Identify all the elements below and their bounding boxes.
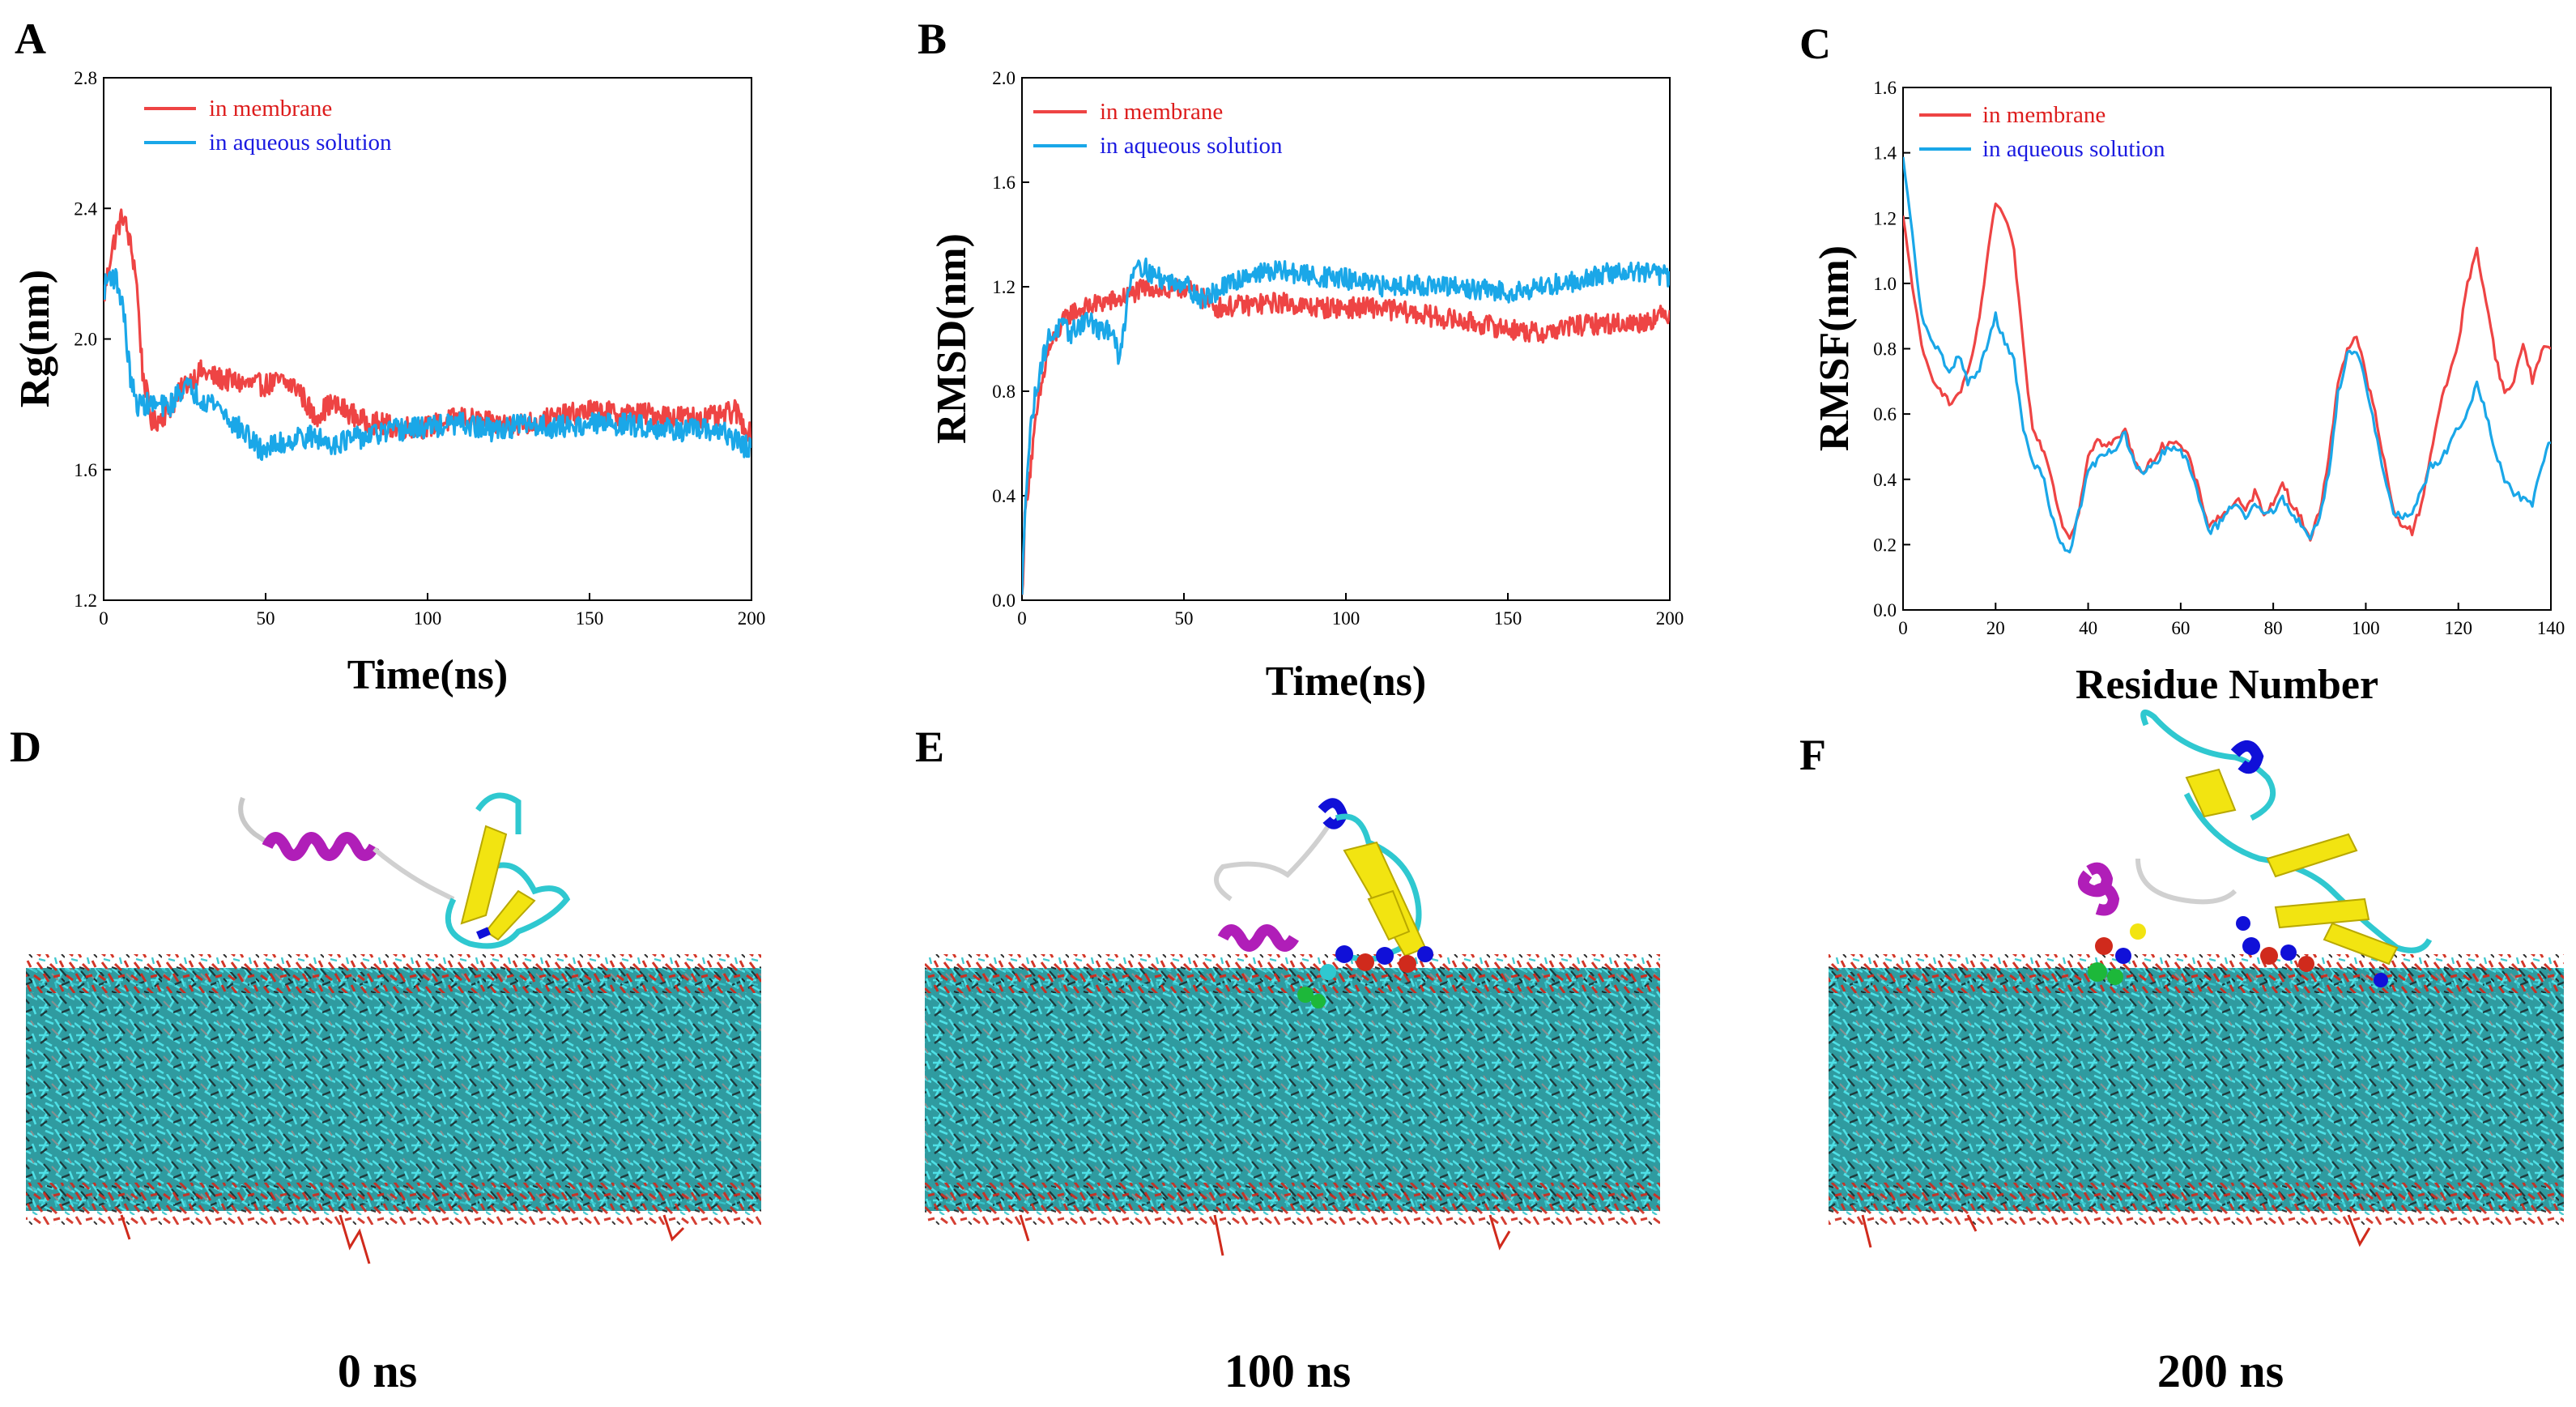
- x-axis-title: Time(ns): [1266, 659, 1426, 705]
- plot-frame: [1902, 87, 2552, 611]
- x-tick-label: 60: [2171, 618, 2190, 638]
- series-line-in-membrane: [1022, 278, 1670, 595]
- x-tick-label: 50: [257, 608, 275, 629]
- panel-label-c: C: [1799, 19, 1831, 68]
- y-tick-label: 1.0: [1873, 274, 1897, 294]
- x-tick-label: 200: [1656, 608, 1684, 629]
- protein: [1214, 798, 1433, 1008]
- y-tick-label: 0.8: [992, 382, 1015, 402]
- panel-label-a: A: [15, 15, 46, 63]
- legend-label-in-aqueous-solution: in aqueous solution: [209, 130, 392, 156]
- panel-label-e: E: [915, 723, 944, 771]
- x-tick-label: 20: [1986, 618, 2005, 638]
- snapshot-f: 200 ns: [1829, 709, 2564, 1397]
- x-tick-label: 150: [1494, 608, 1522, 629]
- snapshot-caption: 200 ns: [2157, 1345, 2284, 1397]
- x-tick-labels: 0 50 100 150 200: [99, 593, 765, 629]
- y-tick-label: 1.6: [74, 460, 97, 480]
- legend-label-in-membrane: in membrane: [1100, 99, 1223, 125]
- x-tick-label: 100: [2352, 618, 2380, 638]
- lipid-membrane: [925, 954, 1660, 1256]
- y-tick-label: 0.2: [1873, 535, 1897, 555]
- y-tick-label: 1.2: [992, 277, 1015, 297]
- y-tick-label: 1.2: [74, 591, 97, 611]
- y-tick-label: 0.4: [1873, 470, 1897, 490]
- series-line-in-membrane: [104, 208, 752, 448]
- snapshot-caption: 100 ns: [1224, 1345, 1351, 1397]
- interacting-residues: [1297, 945, 1433, 1008]
- legend-label-in-membrane: in membrane: [1982, 102, 2106, 128]
- lipid-membrane: [1829, 954, 2564, 1248]
- x-tick-label: 0: [1017, 608, 1027, 629]
- legend: in membrane in aqueous solution: [1919, 102, 2165, 162]
- legend: in membrane in aqueous solution: [144, 96, 392, 156]
- y-tick-label: 0.8: [1873, 339, 1897, 360]
- plot-frame: [103, 77, 752, 601]
- y-tick-label: 2.0: [74, 330, 97, 350]
- y-axis-title: RMSD(nm): [929, 233, 975, 444]
- snapshot-d: 0 ns: [26, 792, 761, 1397]
- legend-label-in-aqueous-solution: in aqueous solution: [1100, 133, 1283, 159]
- protein: [238, 792, 571, 949]
- alpha-helix: [262, 832, 380, 861]
- x-tick-label: 120: [2444, 618, 2472, 638]
- y-tick-labels: 1.2 1.6 2.0 2.4 2.8: [74, 68, 111, 611]
- series-line-in-membrane: [1903, 203, 2551, 542]
- y-tick-label: 2.8: [74, 68, 97, 88]
- series-line-in-aqueous-solution: [1903, 156, 2551, 554]
- y-tick-label: 2.4: [74, 198, 97, 219]
- snapshot-e: 100 ns: [925, 798, 1660, 1397]
- x-tick-label: 100: [1332, 608, 1360, 629]
- x-tick-label: 200: [738, 608, 766, 629]
- y-tick-label: 0.0: [992, 591, 1015, 611]
- x-tick-label: 80: [2264, 618, 2283, 638]
- x-tick-label: 0: [1898, 618, 1908, 638]
- y-tick-label: 1.6: [1873, 78, 1897, 98]
- y-tick-labels: 0.0 0.2 0.4 0.6 0.8 1.0 1.2 1.4 1.6: [1873, 78, 1910, 620]
- panel-label-d: D: [10, 723, 41, 771]
- x-axis-title: Residue Number: [2076, 662, 2378, 708]
- x-tick-label: 50: [1175, 608, 1194, 629]
- x-tick-label: 40: [2079, 618, 2097, 638]
- y-axis-title: Rg(nm): [12, 270, 58, 407]
- protein: [2077, 709, 2433, 987]
- chart-rmsf: 0.0 0.2 0.4 0.6 0.8 1.0 1.2 1.4 1.6 0 20 40 60 80 100…: [1812, 78, 2565, 708]
- x-tick-label: 150: [576, 608, 604, 629]
- interacting-residues: [2088, 916, 2388, 987]
- panel-label-f: F: [1799, 731, 1826, 779]
- y-tick-label: 2.0: [992, 68, 1015, 88]
- beta-sheet: [460, 825, 508, 925]
- panel-label-b: B: [918, 15, 947, 63]
- chart-rmsd: 0.0 0.4 0.8 1.2 1.6 2.0 0 50 100 150 200 in membr…: [929, 68, 1684, 705]
- x-tick-label: 0: [99, 608, 109, 629]
- y-tick-labels: 0.0 0.4 0.8 1.2 1.6 2.0: [992, 68, 1029, 611]
- beta-sheet: [2266, 833, 2358, 878]
- snapshot-caption: 0 ns: [338, 1345, 417, 1397]
- y-tick-label: 0.0: [1873, 600, 1897, 620]
- x-tick-labels: 0 20 40 60 80 100 120 140: [1898, 603, 2565, 638]
- y-tick-label: 1.2: [1873, 208, 1897, 228]
- lipid-membrane: [26, 954, 761, 1264]
- y-tick-label: 1.4: [1873, 143, 1897, 164]
- x-tick-labels: 0 50 100 150 200: [1017, 593, 1684, 629]
- x-axis-title: Time(ns): [347, 652, 508, 698]
- series-line-in-aqueous-solution: [1022, 257, 1670, 595]
- y-tick-label: 0.6: [1873, 404, 1897, 424]
- y-tick-label: 1.6: [992, 173, 1015, 193]
- series-line-in-aqueous-solution: [104, 267, 752, 461]
- alpha-helix: [1217, 924, 1300, 952]
- legend-label-in-aqueous-solution: in aqueous solution: [1982, 136, 2165, 162]
- y-axis-title: RMSF(nm): [1812, 245, 1858, 451]
- legend: in membrane in aqueous solution: [1033, 99, 1283, 159]
- y-tick-label: 0.4: [992, 486, 1015, 506]
- x-tick-label: 140: [2537, 618, 2565, 638]
- chart-rg: 1.2 1.6 2.0 2.4 2.8 0 50 100 150 200 in membrane…: [12, 68, 765, 698]
- x-tick-label: 100: [414, 608, 442, 629]
- legend-label-in-membrane: in membrane: [209, 96, 332, 122]
